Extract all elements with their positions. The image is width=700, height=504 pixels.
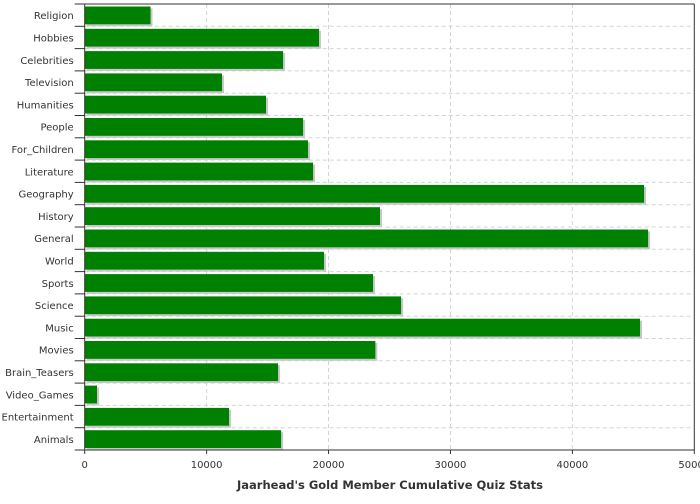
y-tick-label: Literature xyxy=(25,167,74,178)
x-axis-title: Jaarhead's Gold Member Cumulative Quiz S… xyxy=(236,478,543,492)
x-tick-label: 30000 xyxy=(435,460,467,471)
bar-music xyxy=(84,318,641,337)
bar-geography xyxy=(84,184,645,203)
y-tick-label: Religion xyxy=(34,11,74,22)
axes xyxy=(74,3,695,454)
y-tick-label: Video_Games xyxy=(6,390,74,401)
y-tick-label: Music xyxy=(45,323,73,334)
bar-science xyxy=(84,296,402,315)
y-tick-label: Movies xyxy=(39,346,74,357)
y-tick-label: People xyxy=(40,123,73,134)
x-tick-label: 20000 xyxy=(313,460,345,471)
y-tick-label: Sports xyxy=(42,279,74,290)
y-tick-label: Geography xyxy=(18,190,73,201)
bar-hobbies xyxy=(84,28,320,47)
bar-religion xyxy=(84,6,151,25)
bar-for-children xyxy=(84,140,309,159)
y-tick-label: Animals xyxy=(34,435,74,446)
bar-entertainment xyxy=(84,407,230,426)
y-tick-labels: Religion Hobbies Celebrities Television Huma… xyxy=(2,11,74,446)
x-tick-label: 50000 xyxy=(678,460,700,471)
y-tick-label: World xyxy=(45,256,74,267)
y-tick-label: Science xyxy=(35,301,74,312)
bar-general xyxy=(84,229,649,248)
y-tick-label: Humanities xyxy=(17,100,74,111)
x-tick-labels: 0 10000 20000 30000 40000 50000 xyxy=(82,460,700,471)
bars xyxy=(84,6,651,450)
bar-literature xyxy=(84,162,314,181)
y-tick-label: Celebrities xyxy=(20,56,73,67)
bar-people xyxy=(84,118,304,136)
x-tick-label: 40000 xyxy=(556,460,588,471)
y-tick-label: Hobbies xyxy=(33,33,73,44)
bar-movies xyxy=(84,341,376,359)
y-tick-label: Entertainment xyxy=(2,413,74,424)
y-tick-label: Television xyxy=(24,78,74,89)
bar-television xyxy=(84,73,222,92)
bar-humanities xyxy=(84,95,266,114)
y-tick-label: For_Children xyxy=(11,145,73,156)
y-tick-label: General xyxy=(34,234,73,245)
y-tick-label: Brain_Teasers xyxy=(5,368,74,379)
bar-video-games xyxy=(84,385,98,404)
bar-celebrities xyxy=(84,51,284,69)
bar-sports xyxy=(84,274,374,292)
bar-world xyxy=(84,251,325,270)
bar-animals xyxy=(84,430,282,448)
bar-brain-teasers xyxy=(84,363,279,382)
x-tick-label: 0 xyxy=(82,460,88,471)
y-tick-label: History xyxy=(38,212,74,223)
x-tick-label: 10000 xyxy=(191,460,223,471)
bar-history xyxy=(84,207,380,225)
